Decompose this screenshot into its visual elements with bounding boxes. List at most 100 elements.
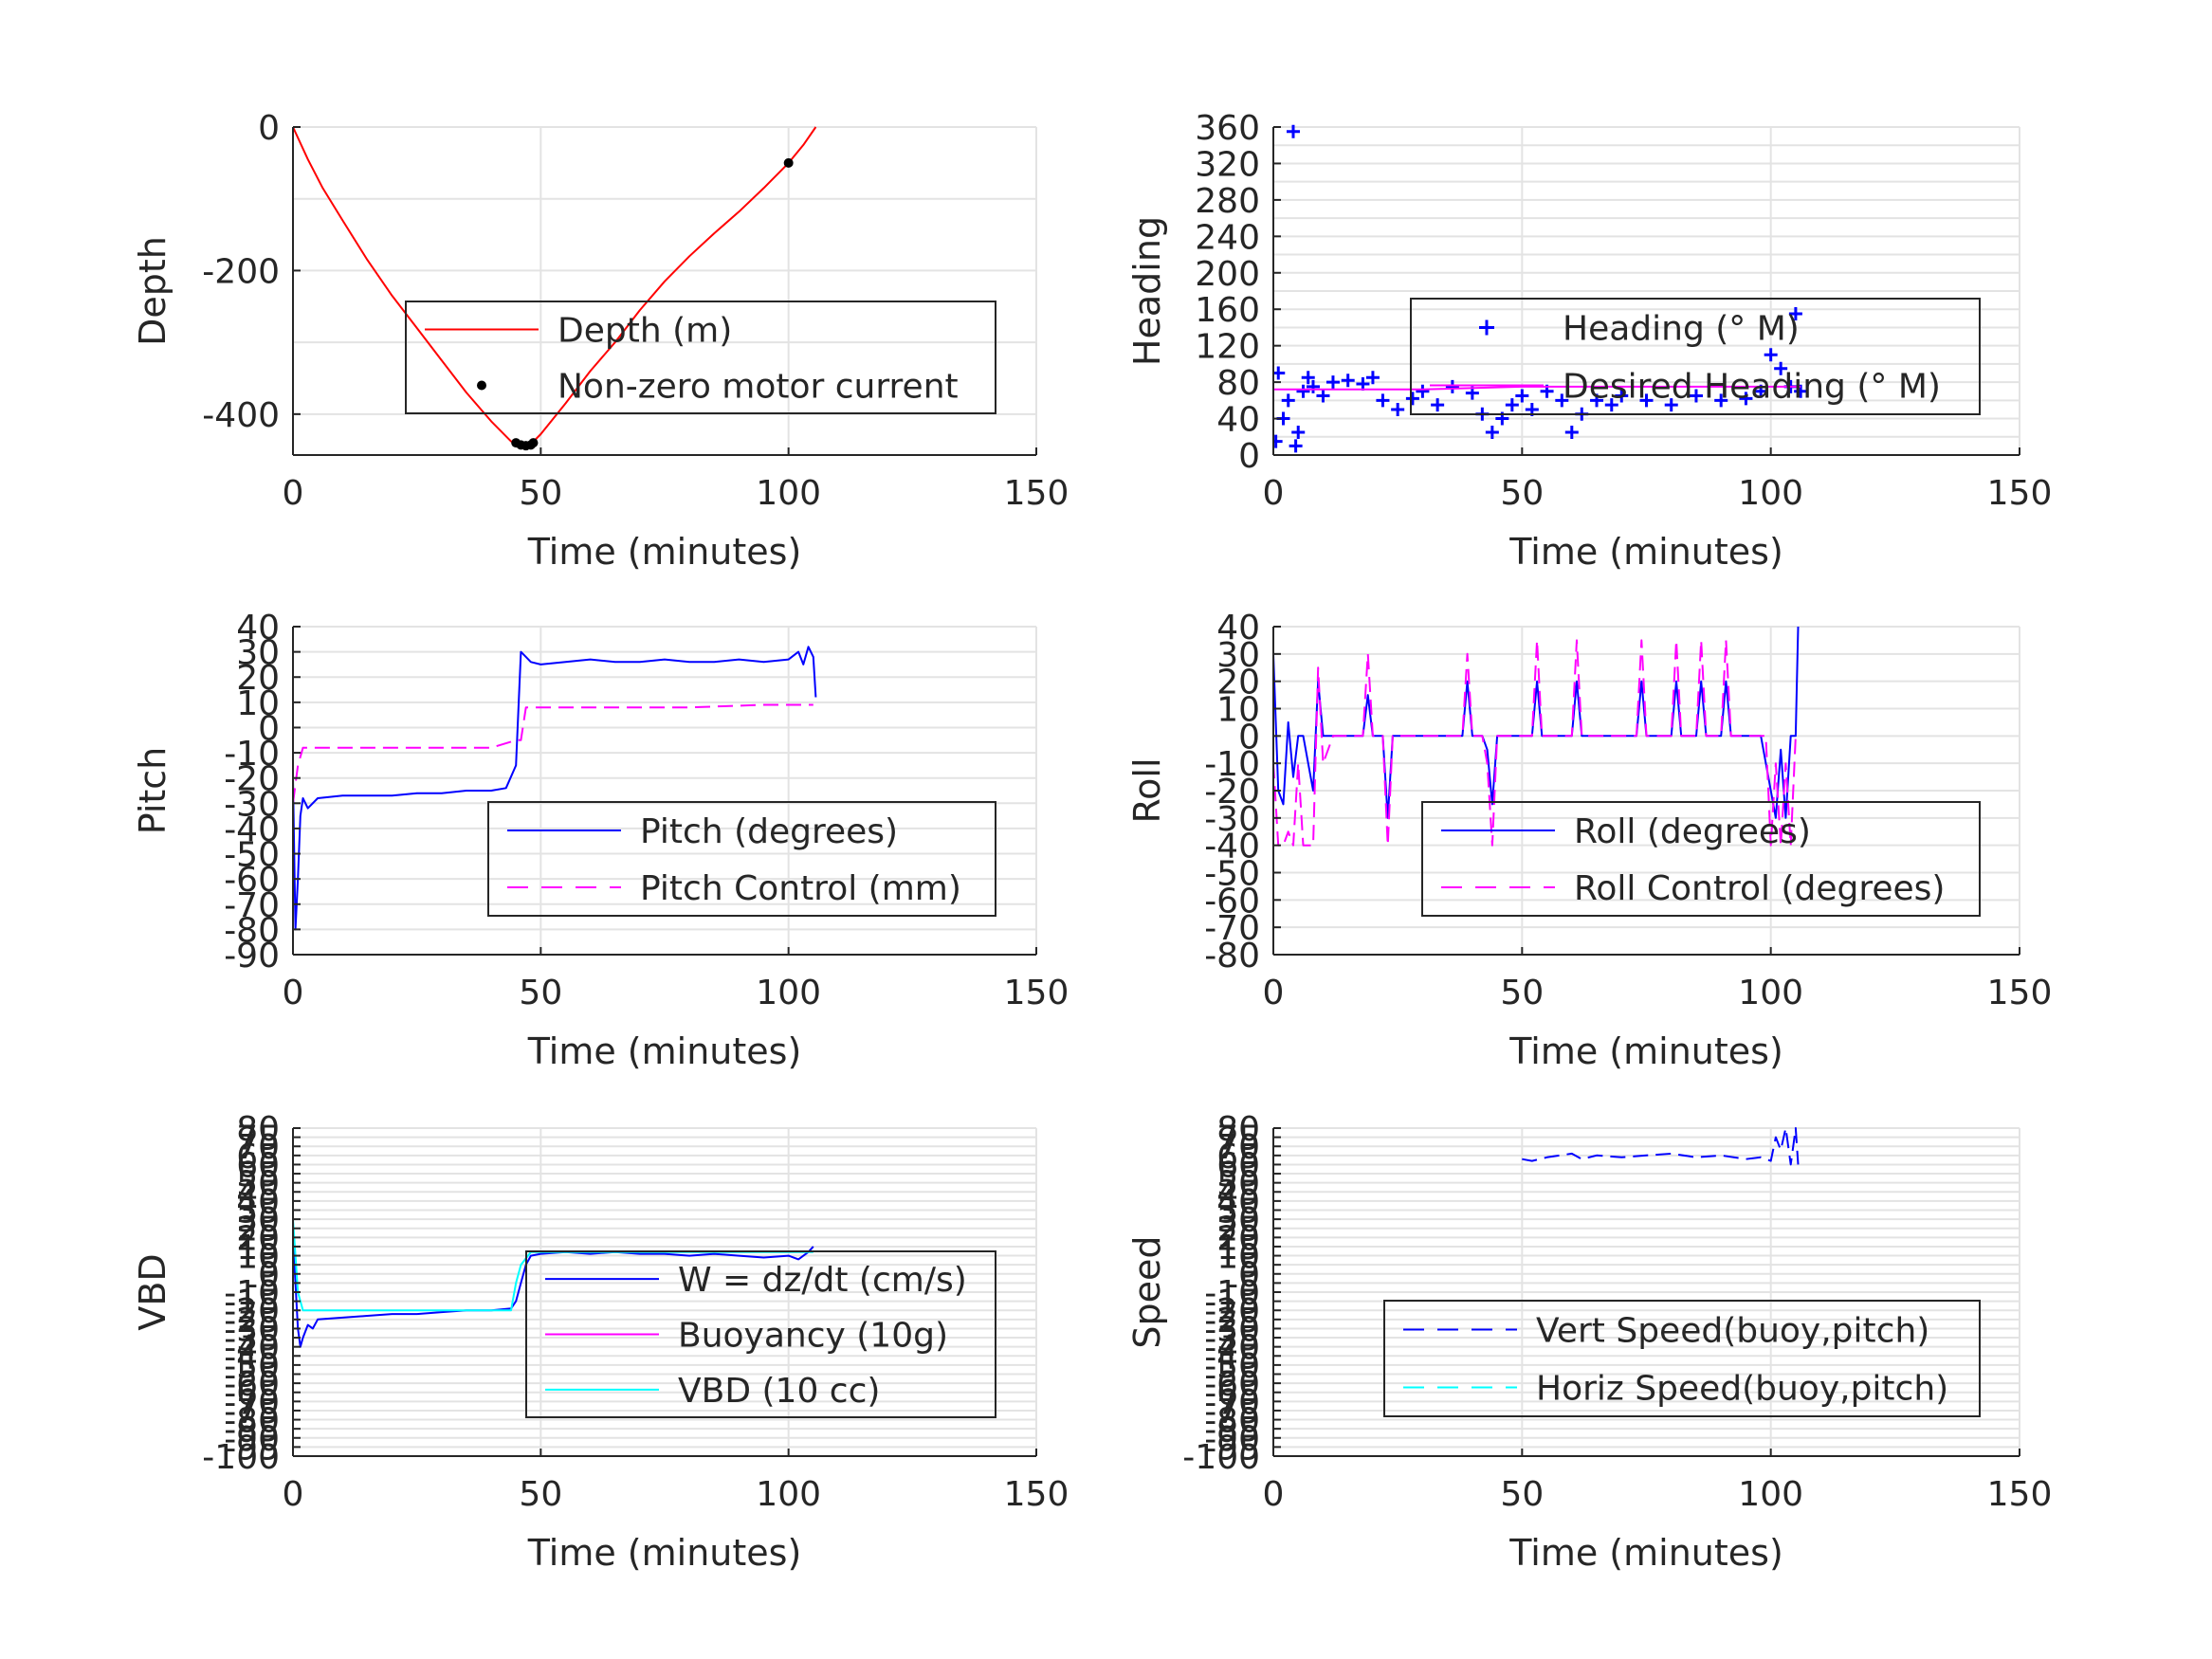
y-tick-label: 60 xyxy=(1216,1146,1260,1185)
y-tick-label: 45 xyxy=(1216,1174,1260,1212)
y-tick-label: 15 xyxy=(236,1229,280,1267)
chart-panel-5: 0 50 100 15080706050403020100-10-20-30-40-5… xyxy=(132,1110,1069,1574)
data-point xyxy=(1505,398,1519,412)
y-tick-label: 30 xyxy=(236,634,280,673)
y-tick-label: -60 xyxy=(1204,1365,1260,1404)
x-tick-label: 100 xyxy=(1738,1475,1803,1514)
x-tick-label: 100 xyxy=(756,1475,821,1514)
y-tick-label: -200 xyxy=(202,252,280,291)
legend: Pitch (degrees) Pitch Control (mm) xyxy=(487,801,996,917)
plot-area xyxy=(1273,626,1800,847)
y-tick-label: -55 xyxy=(224,1357,280,1395)
x-tick-label: 150 xyxy=(1987,474,2053,513)
legend-box xyxy=(1410,298,1981,415)
x-tick-label: 50 xyxy=(1500,1475,1544,1514)
y-tick-label: -40 xyxy=(1204,828,1260,866)
data-point xyxy=(1664,398,1678,412)
data-point xyxy=(1515,389,1529,403)
y-tick-label: -85 xyxy=(1204,1411,1260,1449)
legend: Heading (° M) Desired Heading (° M) xyxy=(1410,298,1981,415)
data-point xyxy=(1794,384,1808,398)
legend-box xyxy=(1383,1300,1981,1417)
x-tick-label: 50 xyxy=(519,474,562,513)
data-point xyxy=(1689,389,1703,403)
data-point xyxy=(1774,361,1788,375)
x-tick-label: 100 xyxy=(756,474,821,513)
y-tick-label: -15 xyxy=(224,1284,280,1322)
y-tick-label: -90 xyxy=(224,1420,280,1459)
legend: Depth (m) Non-zero motor current xyxy=(405,301,996,414)
plot-area xyxy=(1522,1127,1800,1166)
y-tick-label: -65 xyxy=(224,1375,280,1413)
y-tick-label: 40 xyxy=(236,1183,280,1222)
y-tick-label: -30 xyxy=(224,785,280,824)
y-tick-label: 20 xyxy=(1216,664,1260,702)
y-tick-label: -90 xyxy=(1204,1420,1260,1459)
data-point xyxy=(1301,371,1315,385)
y-axis-label: Pitch xyxy=(132,747,174,835)
data-point xyxy=(1316,389,1330,403)
y-tick-label: -65 xyxy=(1204,1375,1260,1413)
y-tick-label: -60 xyxy=(224,1365,280,1404)
legend-label: Horiz Speed(buoy,pitch) xyxy=(1536,1370,1948,1409)
y-tick-label: 10 xyxy=(1216,1238,1260,1277)
series-line xyxy=(293,703,814,804)
legend-label: Depth (m) xyxy=(558,312,732,351)
y-tick-label: 25 xyxy=(236,1211,280,1249)
data-point xyxy=(1604,398,1618,412)
y-tick-label: 280 xyxy=(1195,182,1260,221)
y-tick-label: -30 xyxy=(1204,1310,1260,1349)
y-tick-label: 40 xyxy=(1216,609,1260,647)
legend: Roll (degrees) Roll Control (degrees) xyxy=(1421,801,1981,917)
y-tick-label: -90 xyxy=(224,937,280,975)
plot-area xyxy=(293,126,817,451)
y-tick-label: -100 xyxy=(202,1438,280,1477)
x-tick-label: 0 xyxy=(283,474,304,513)
plot-area xyxy=(293,646,817,931)
y-tick-label: -10 xyxy=(1204,745,1260,784)
data-point xyxy=(1485,425,1499,439)
y-tick-label: 65 xyxy=(236,1138,280,1176)
y-tick-label: 50 xyxy=(236,1165,280,1204)
x-tick-label: 50 xyxy=(519,974,562,1012)
y-tick-label: 70 xyxy=(236,1128,280,1167)
y-tick-label: -45 xyxy=(224,1338,280,1376)
y-tick-label: -45 xyxy=(1204,1338,1260,1376)
y-tick-label: 240 xyxy=(1195,218,1260,257)
data-point xyxy=(1391,402,1405,416)
series-line xyxy=(1522,1127,1800,1166)
data-point xyxy=(1564,425,1579,439)
y-tick-label: 10 xyxy=(236,684,280,723)
y-tick-label: -30 xyxy=(224,1310,280,1349)
y-tick-label: 40 xyxy=(1216,401,1260,440)
legend-box xyxy=(1421,801,1981,917)
data-point xyxy=(1555,393,1569,408)
y-tick-label: -50 xyxy=(1204,1347,1260,1386)
x-tick-label: 150 xyxy=(1004,1475,1069,1514)
y-tick-label: 320 xyxy=(1195,145,1260,184)
data-point xyxy=(1281,393,1295,408)
y-tick-label: 5 xyxy=(1238,1247,1260,1285)
y-tick-label: 30 xyxy=(236,1201,280,1240)
y-tick-label: 80 xyxy=(1216,364,1260,403)
y-tick-label: -75 xyxy=(224,1393,280,1431)
x-tick-label: 100 xyxy=(1738,974,1803,1012)
y-tick-label: 200 xyxy=(1195,255,1260,294)
legend-label: VBD (10 cc) xyxy=(678,1372,880,1411)
y-tick-label: -80 xyxy=(1204,937,1260,975)
x-tick-label: 50 xyxy=(1500,974,1544,1012)
x-axis-label: Time (minutes) xyxy=(527,1532,802,1574)
y-tick-label: -75 xyxy=(1204,1393,1260,1431)
y-tick-label: 0 xyxy=(1238,1256,1260,1295)
legend-swatch xyxy=(1479,319,1494,336)
legend-label: Roll Control (degrees) xyxy=(1574,869,1945,908)
x-axis-label: Time (minutes) xyxy=(527,1030,802,1072)
y-tick-label: 30 xyxy=(1216,1201,1260,1240)
y-tick-label: -85 xyxy=(224,1411,280,1449)
y-tick-label: 20 xyxy=(236,1219,280,1258)
y-axis-label: Roll xyxy=(1126,757,1168,823)
y-tick-label: -70 xyxy=(1204,909,1260,948)
y-tick-label: 55 xyxy=(236,1156,280,1194)
y-tick-label: -70 xyxy=(224,1383,280,1422)
